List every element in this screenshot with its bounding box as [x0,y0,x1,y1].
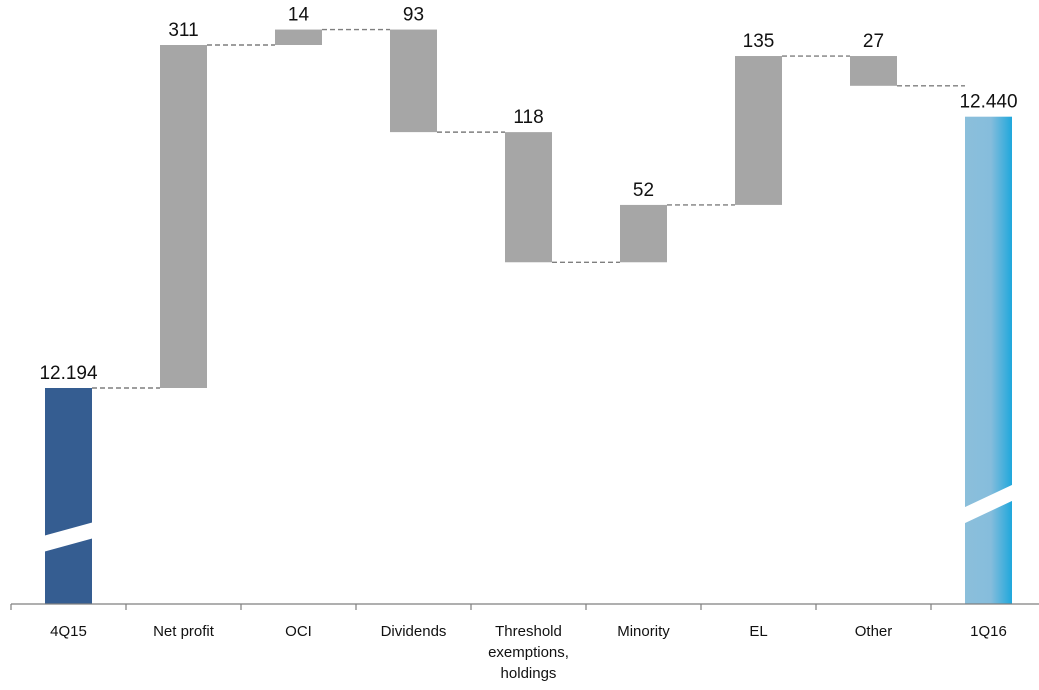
bar-delta [620,204,667,263]
value-label: 52 [633,180,654,201]
category-label: Other [855,623,893,640]
bars [45,29,1012,604]
bar-delta [390,29,437,133]
category-label: 1Q16 [970,623,1007,640]
connector-lines [92,28,965,389]
bar-delta [160,45,207,388]
value-label: 12.440 [959,92,1017,113]
bar-delta [505,132,552,263]
category-label: Threshold exemptions, holdings [488,623,569,682]
bar-delta [850,56,897,86]
value-label: 135 [743,31,775,52]
axis-breaks [43,484,1014,552]
value-label: 311 [168,20,198,41]
value-label: 27 [863,31,884,52]
value-label: 12.194 [39,363,98,384]
value-label: 14 [288,5,310,26]
bar-end-total [965,116,1012,604]
value-label: 93 [403,5,424,26]
bar-delta [735,56,782,205]
axis-break-band [43,522,94,552]
category-label: EL [749,623,767,640]
bar-delta [275,29,322,45]
value-label: 118 [513,107,543,128]
category-label: Dividends [381,623,447,640]
category-label: OCI [285,623,312,640]
value-labels: 12.194 311 14 93 118 52 135 27 12.440 [39,5,1017,384]
category-labels: 4Q15 Net profit OCI Dividends Threshold exemp… [50,623,1007,682]
x-axis-ticks [10,604,932,610]
category-label: Minority [617,623,670,640]
category-label: 4Q15 [50,623,87,640]
axis-break-band [963,484,1014,524]
bar-start-total [45,388,92,604]
category-label: Net profit [153,623,215,640]
